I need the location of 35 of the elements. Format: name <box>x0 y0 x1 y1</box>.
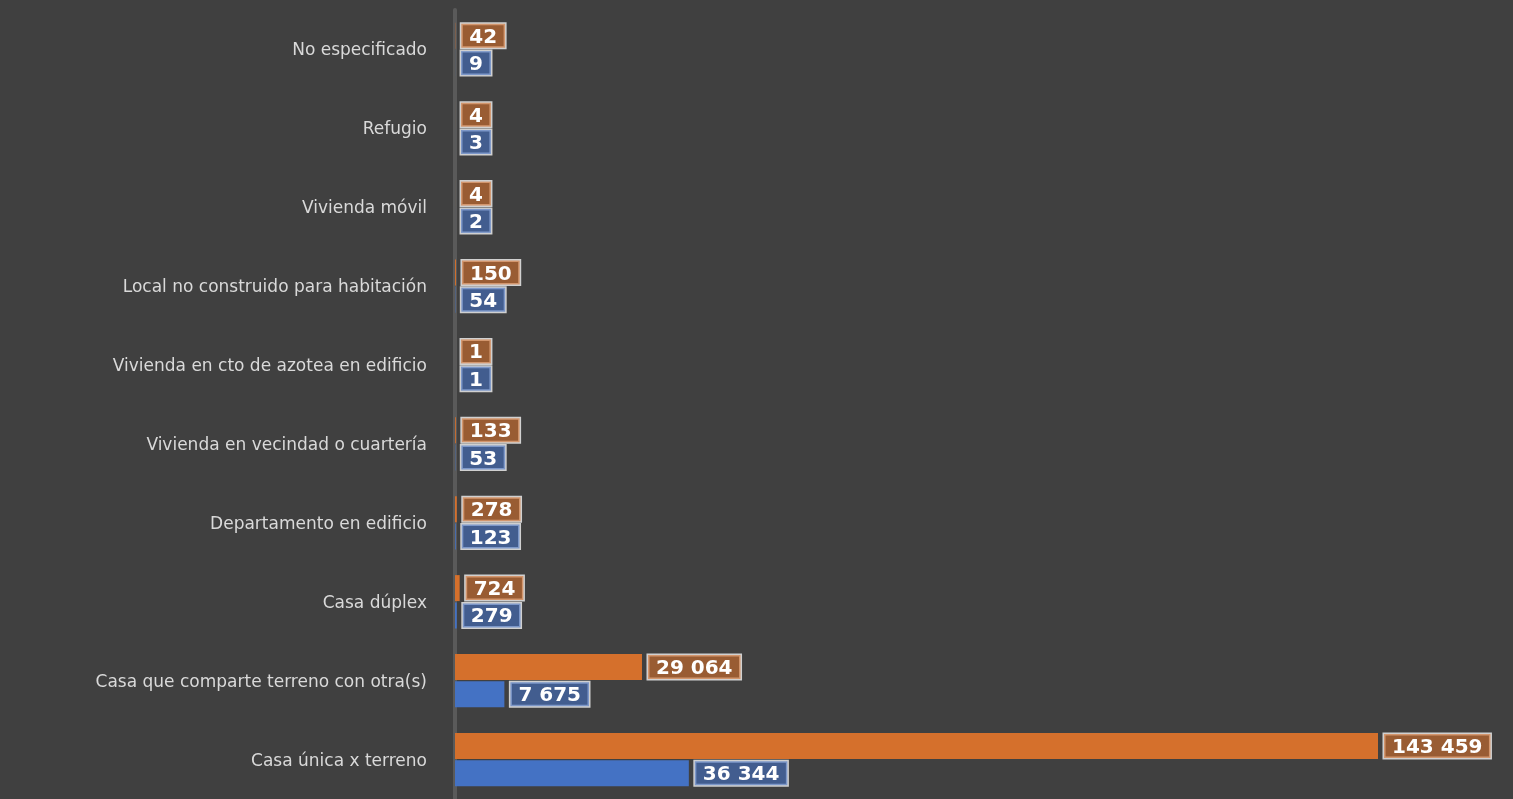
data-label: 278 <box>470 497 513 522</box>
y-tick-label: Refugio <box>362 118 427 139</box>
data-label: 3 <box>469 130 483 154</box>
bar <box>455 681 505 708</box>
y-tick-label: Casa que comparte terreno con otra(s) <box>95 670 427 691</box>
data-label: 7 675 <box>518 682 582 707</box>
data-label: 133 <box>469 418 512 443</box>
data-label: 2 <box>469 208 483 233</box>
y-tick-label: Local no construido para habitación <box>122 276 427 297</box>
data-label: 1 <box>469 366 483 391</box>
data-label: 42 <box>469 23 498 48</box>
bar <box>455 575 460 602</box>
bar <box>455 760 689 787</box>
y-tick-label: Casa dúplex <box>322 591 427 612</box>
data-label: 150 <box>469 260 512 285</box>
y-tick-label: Casa única x terreno <box>251 749 427 770</box>
data-label: 9 <box>469 51 483 76</box>
y-tick-label: Vivienda en vecindad o cuartería <box>146 433 427 454</box>
data-label: 4 <box>469 181 483 206</box>
data-label: 29 064 <box>655 655 733 679</box>
y-tick-label: Departamento en edificio <box>210 512 427 533</box>
y-tick-label: No especificado <box>292 39 427 60</box>
y-tick-label: Vivienda móvil <box>301 197 427 218</box>
data-label: 54 <box>469 287 498 312</box>
data-label: 724 <box>473 576 516 601</box>
data-label: 1 <box>469 339 483 364</box>
bar <box>455 732 1378 759</box>
data-label: 4 <box>469 102 483 127</box>
bar <box>455 654 642 680</box>
data-label: 279 <box>470 603 513 628</box>
data-label: 36 344 <box>702 761 780 786</box>
data-label: 143 459 <box>1392 733 1483 758</box>
y-tick-label: Vivienda en cto de azotea en edificio <box>112 355 427 376</box>
data-label: 53 <box>469 445 498 470</box>
data-label: 123 <box>469 524 512 549</box>
